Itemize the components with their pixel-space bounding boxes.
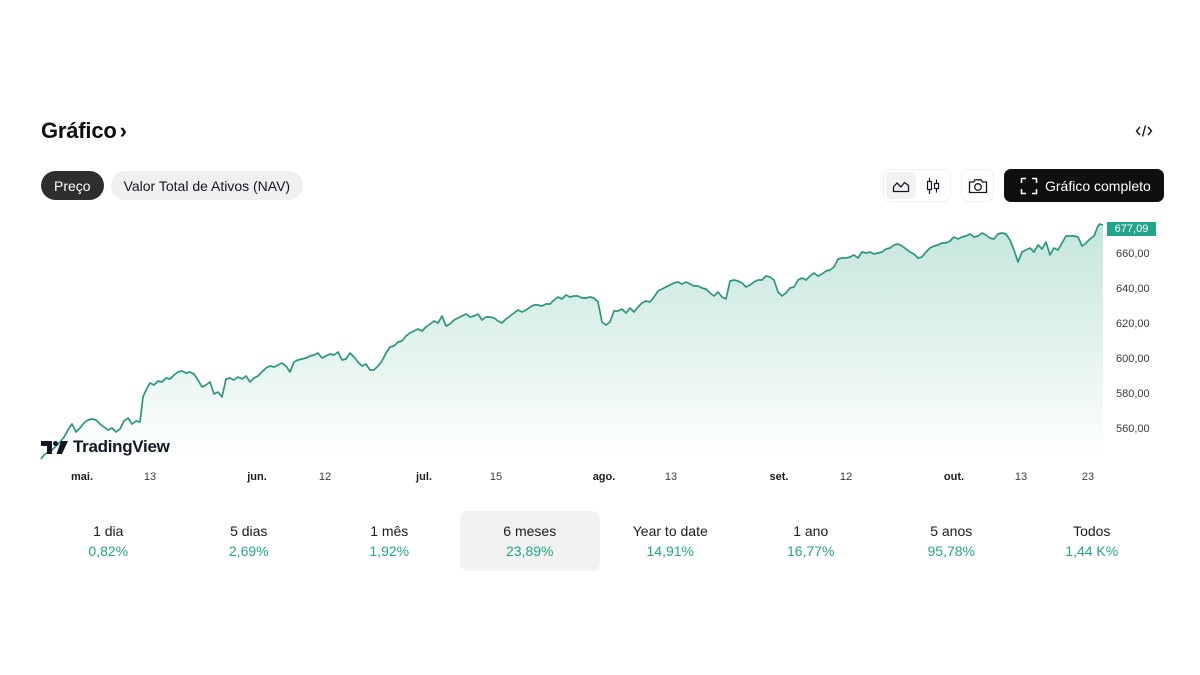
y-tick-label: 600,00	[1116, 353, 1150, 365]
x-tick-label: 12	[839, 471, 853, 483]
x-tick-label: out.	[943, 471, 965, 483]
period-1-month[interactable]: 1 mês 1,92%	[319, 511, 460, 571]
period-change: 95,78%	[927, 543, 975, 559]
chart-style-group	[883, 169, 951, 202]
x-tick-label: jul.	[416, 471, 432, 483]
y-tick-label: 580,00	[1116, 388, 1150, 400]
period-label: Year to date	[632, 523, 708, 539]
embed-code-button[interactable]	[1132, 121, 1156, 141]
x-tick-label: 23	[1081, 471, 1095, 483]
y-tick-label: 560,00	[1116, 423, 1150, 435]
period-1-year[interactable]: 1 ano 16,77%	[741, 511, 882, 571]
period-5-years[interactable]: 5 anos 95,78%	[881, 511, 1022, 571]
period-label: 1 ano	[793, 523, 829, 539]
y-tick-label: 660,00	[1116, 248, 1150, 260]
period-label: 5 anos	[930, 523, 973, 539]
period-change: 16,77%	[787, 543, 835, 559]
x-tick-label: mai.	[70, 471, 94, 483]
tradingview-icon	[41, 441, 68, 454]
period-1-day[interactable]: 1 dia 0,82%	[38, 511, 179, 571]
chevron-right-icon[interactable]: ›	[119, 118, 127, 143]
x-tick-label: ago.	[592, 471, 616, 483]
page-title[interactable]: Gráfico	[41, 118, 117, 143]
price-chart[interactable]	[0, 210, 1200, 490]
area-chart-icon	[892, 181, 910, 192]
last-price-badge: 677,09	[1107, 222, 1156, 236]
full-chart-label: Gráfico completo	[1045, 177, 1151, 194]
period-change: 0,82%	[88, 543, 129, 559]
period-all[interactable]: Todos 1,44 K%	[1022, 511, 1163, 571]
period-change: 23,89%	[506, 543, 554, 559]
period-label: 5 dias	[230, 523, 268, 539]
data-type-toggle: Preço Valor Total de Ativos (NAV)	[41, 171, 304, 200]
period-change: 1,44 K%	[1065, 543, 1119, 559]
chart-header[interactable]: Gráfico ›	[41, 118, 127, 144]
period-change: 14,91%	[646, 543, 694, 559]
period-label: 1 mês	[370, 523, 409, 539]
period-6-months[interactable]: 6 meses 23,89%	[459, 511, 600, 571]
price-line	[40, 223, 1104, 460]
x-tick-label: 12	[318, 471, 332, 483]
candlestick-icon	[926, 177, 940, 194]
x-tick-label: 13	[143, 471, 157, 483]
price-area-fill	[41, 224, 1103, 460]
y-tick-label: 620,00	[1116, 318, 1150, 330]
x-tick-label: jun.	[247, 471, 267, 483]
area-chart-button[interactable]	[886, 172, 916, 199]
toggle-price[interactable]: Preço	[41, 171, 104, 200]
x-tick-label: 13	[1014, 471, 1028, 483]
camera-icon	[968, 178, 987, 193]
period-label: Todos	[1073, 523, 1111, 539]
x-tick-label: set.	[769, 471, 789, 483]
period-label: 6 meses	[503, 523, 557, 539]
code-embed-icon	[1135, 125, 1153, 137]
snapshot-button[interactable]	[964, 172, 991, 199]
y-tick-label: 640,00	[1116, 283, 1150, 295]
period-5-days[interactable]: 5 dias 2,69%	[179, 511, 320, 571]
period-change: 1,92%	[369, 543, 410, 559]
toggle-nav[interactable]: Valor Total de Ativos (NAV)	[110, 171, 304, 200]
full-chart-button[interactable]: Gráfico completo	[1004, 169, 1164, 202]
snapshot-group	[961, 169, 994, 202]
fullscreen-icon	[1020, 177, 1038, 194]
period-change: 2,69%	[228, 543, 269, 559]
period-label: 1 dia	[93, 523, 124, 539]
tradingview-logo[interactable]: TradingView	[41, 437, 170, 457]
x-tick-label: 13	[664, 471, 678, 483]
tradingview-wordmark: TradingView	[73, 437, 170, 456]
period-ytd[interactable]: Year to date 14,91%	[600, 511, 741, 571]
chart-toolbar: Gráfico completo	[883, 169, 1164, 202]
period-selector: 1 dia 0,82% 5 dias 2,69% 1 mês 1,92% 6 m…	[38, 511, 1162, 571]
price-area-chart[interactable]	[0, 210, 1200, 490]
candlestick-button[interactable]	[918, 172, 948, 199]
x-tick-label: 15	[489, 471, 503, 483]
